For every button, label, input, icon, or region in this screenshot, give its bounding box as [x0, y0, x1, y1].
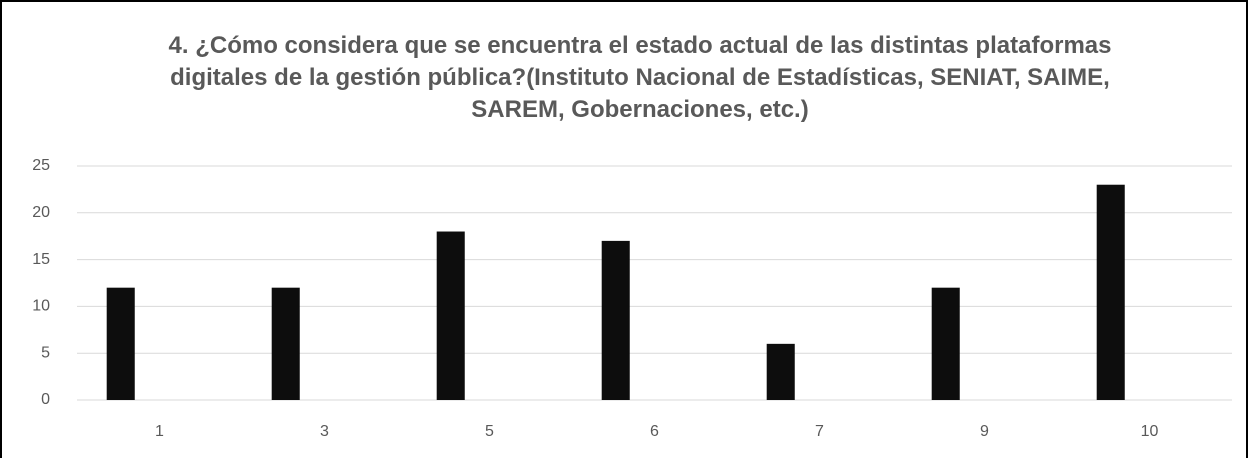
bar [766, 343, 795, 400]
y-tick-label: 15 [32, 251, 50, 268]
y-tick-label: 0 [41, 391, 50, 408]
bar [271, 287, 300, 400]
chart-title: 4. ¿Cómo considera que se encuentra el e… [168, 32, 1112, 123]
bar [931, 287, 960, 400]
y-tick-label: 10 [32, 298, 50, 315]
bar [1096, 184, 1125, 400]
x-tick-label: 10 [1141, 423, 1159, 440]
x-tick-label: 7 [815, 423, 824, 440]
y-tick-label: 5 [41, 344, 50, 361]
x-tick-label: 1 [155, 423, 164, 440]
bar [106, 287, 135, 400]
x-tick-label: 5 [485, 423, 494, 440]
y-tick-label: 20 [32, 204, 50, 221]
y-tick-label: 25 [32, 157, 50, 174]
bar [601, 240, 630, 400]
bar [436, 231, 465, 400]
x-tick-label: 9 [980, 423, 989, 440]
x-tick-label: 3 [320, 423, 329, 440]
x-tick-label: 6 [650, 423, 659, 440]
